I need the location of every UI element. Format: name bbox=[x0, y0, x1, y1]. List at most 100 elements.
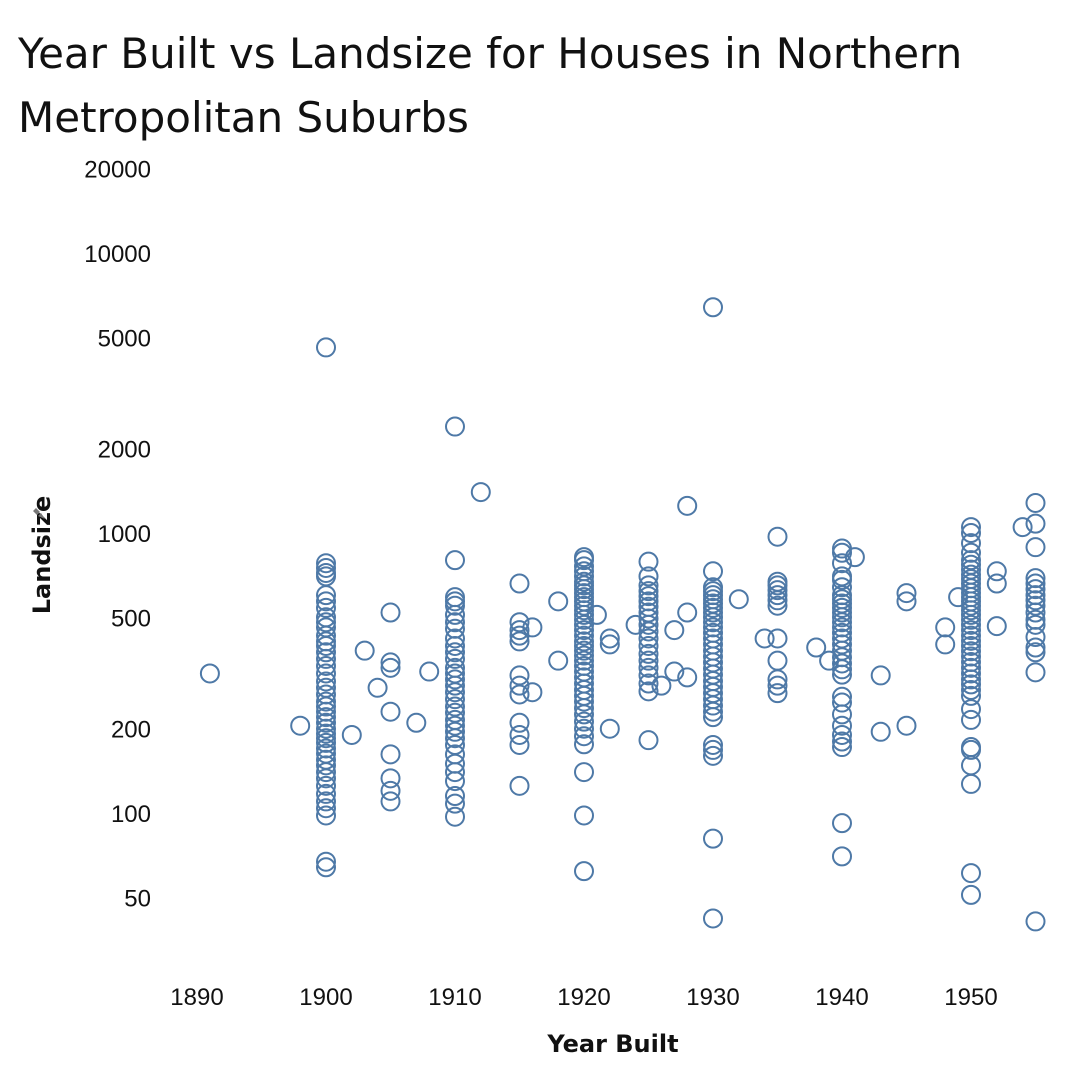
data-point[interactable] bbox=[574, 604, 594, 625]
data-point[interactable] bbox=[832, 634, 852, 655]
data-point[interactable] bbox=[316, 805, 336, 826]
data-point[interactable] bbox=[832, 813, 852, 834]
data-point[interactable] bbox=[832, 664, 852, 685]
data-point[interactable] bbox=[767, 585, 788, 606]
data-point[interactable] bbox=[986, 573, 1007, 594]
data-point[interactable] bbox=[1025, 614, 1046, 635]
data-point[interactable] bbox=[832, 724, 852, 745]
data-point[interactable] bbox=[445, 715, 465, 736]
data-point[interactable] bbox=[961, 600, 981, 621]
data-point[interactable] bbox=[767, 628, 788, 649]
data-point[interactable] bbox=[677, 667, 698, 688]
data-point[interactable] bbox=[961, 517, 981, 538]
data-point[interactable] bbox=[935, 617, 956, 638]
data-point[interactable] bbox=[509, 724, 530, 745]
data-point[interactable] bbox=[522, 682, 543, 703]
data-point[interactable] bbox=[961, 674, 981, 695]
data-point[interactable] bbox=[470, 482, 491, 503]
data-point[interactable] bbox=[1025, 573, 1046, 594]
data-point[interactable] bbox=[574, 640, 594, 661]
data-point[interactable] bbox=[961, 595, 981, 616]
data-point[interactable] bbox=[1025, 602, 1046, 623]
data-point[interactable] bbox=[316, 857, 336, 878]
data-point[interactable] bbox=[767, 575, 788, 596]
data-point[interactable] bbox=[574, 734, 594, 755]
data-point[interactable] bbox=[316, 718, 336, 739]
data-point[interactable] bbox=[832, 607, 852, 628]
data-point[interactable] bbox=[509, 620, 530, 641]
data-point[interactable] bbox=[316, 768, 336, 789]
data-point[interactable] bbox=[522, 617, 543, 638]
data-point[interactable] bbox=[832, 577, 852, 598]
data-point[interactable] bbox=[844, 547, 865, 568]
data-point[interactable] bbox=[406, 712, 427, 733]
data-point[interactable] bbox=[574, 691, 594, 712]
data-point[interactable] bbox=[316, 728, 336, 749]
data-point[interactable] bbox=[574, 698, 594, 719]
data-point[interactable] bbox=[445, 696, 465, 717]
data-point[interactable] bbox=[509, 612, 530, 633]
data-point[interactable] bbox=[638, 614, 659, 635]
data-point[interactable] bbox=[599, 628, 620, 649]
data-point[interactable] bbox=[638, 730, 659, 751]
data-point[interactable] bbox=[703, 701, 723, 722]
data-point[interactable] bbox=[380, 780, 401, 801]
data-point[interactable] bbox=[509, 775, 530, 796]
data-point[interactable] bbox=[316, 783, 336, 804]
data-point[interactable] bbox=[316, 591, 336, 612]
data-point[interactable] bbox=[961, 625, 981, 646]
data-point[interactable] bbox=[445, 786, 465, 807]
data-point[interactable] bbox=[677, 495, 698, 516]
data-point[interactable] bbox=[638, 673, 659, 694]
data-point[interactable] bbox=[1025, 637, 1046, 658]
data-point[interactable] bbox=[509, 675, 530, 696]
data-point[interactable] bbox=[574, 805, 594, 826]
data-point[interactable] bbox=[728, 589, 749, 610]
data-point[interactable] bbox=[548, 591, 569, 612]
data-point[interactable] bbox=[767, 526, 788, 547]
data-point[interactable] bbox=[574, 762, 594, 783]
data-point[interactable] bbox=[574, 645, 594, 666]
data-point[interactable] bbox=[832, 612, 852, 633]
data-point[interactable] bbox=[961, 679, 981, 700]
data-point[interactable] bbox=[316, 585, 336, 606]
data-point[interactable] bbox=[574, 861, 594, 882]
data-point[interactable] bbox=[638, 581, 659, 602]
data-point[interactable] bbox=[574, 625, 594, 646]
data-point[interactable] bbox=[896, 583, 917, 604]
data-point[interactable] bbox=[961, 614, 981, 635]
data-point[interactable] bbox=[638, 566, 659, 587]
data-point[interactable] bbox=[638, 551, 659, 572]
data-point[interactable] bbox=[599, 718, 620, 739]
data-point[interactable] bbox=[767, 650, 788, 671]
data-point[interactable] bbox=[316, 775, 336, 796]
data-point[interactable] bbox=[832, 659, 852, 680]
data-point[interactable] bbox=[316, 712, 336, 733]
data-point[interactable] bbox=[574, 600, 594, 621]
data-point[interactable] bbox=[961, 542, 981, 563]
data-point[interactable] bbox=[574, 650, 594, 671]
data-point[interactable] bbox=[316, 612, 336, 633]
data-point[interactable] bbox=[961, 604, 981, 625]
data-point[interactable] bbox=[316, 732, 336, 753]
data-point[interactable] bbox=[574, 609, 594, 630]
data-point[interactable] bbox=[961, 646, 981, 667]
data-point[interactable] bbox=[445, 721, 465, 742]
data-point[interactable] bbox=[754, 628, 775, 649]
data-point[interactable] bbox=[961, 699, 981, 720]
data-point[interactable] bbox=[316, 851, 336, 872]
pin-icon[interactable] bbox=[33, 508, 45, 519]
data-point[interactable] bbox=[961, 533, 981, 554]
data-point[interactable] bbox=[832, 617, 852, 638]
data-point[interactable] bbox=[832, 653, 852, 674]
data-point[interactable] bbox=[509, 665, 530, 686]
data-point[interactable] bbox=[638, 650, 659, 671]
data-point[interactable] bbox=[548, 650, 569, 671]
data-point[interactable] bbox=[341, 724, 362, 745]
data-point[interactable] bbox=[961, 773, 981, 794]
data-point[interactable] bbox=[316, 738, 336, 759]
data-point[interactable] bbox=[316, 625, 336, 646]
data-point[interactable] bbox=[445, 550, 465, 571]
data-point[interactable] bbox=[832, 569, 852, 590]
data-point[interactable] bbox=[380, 744, 401, 765]
